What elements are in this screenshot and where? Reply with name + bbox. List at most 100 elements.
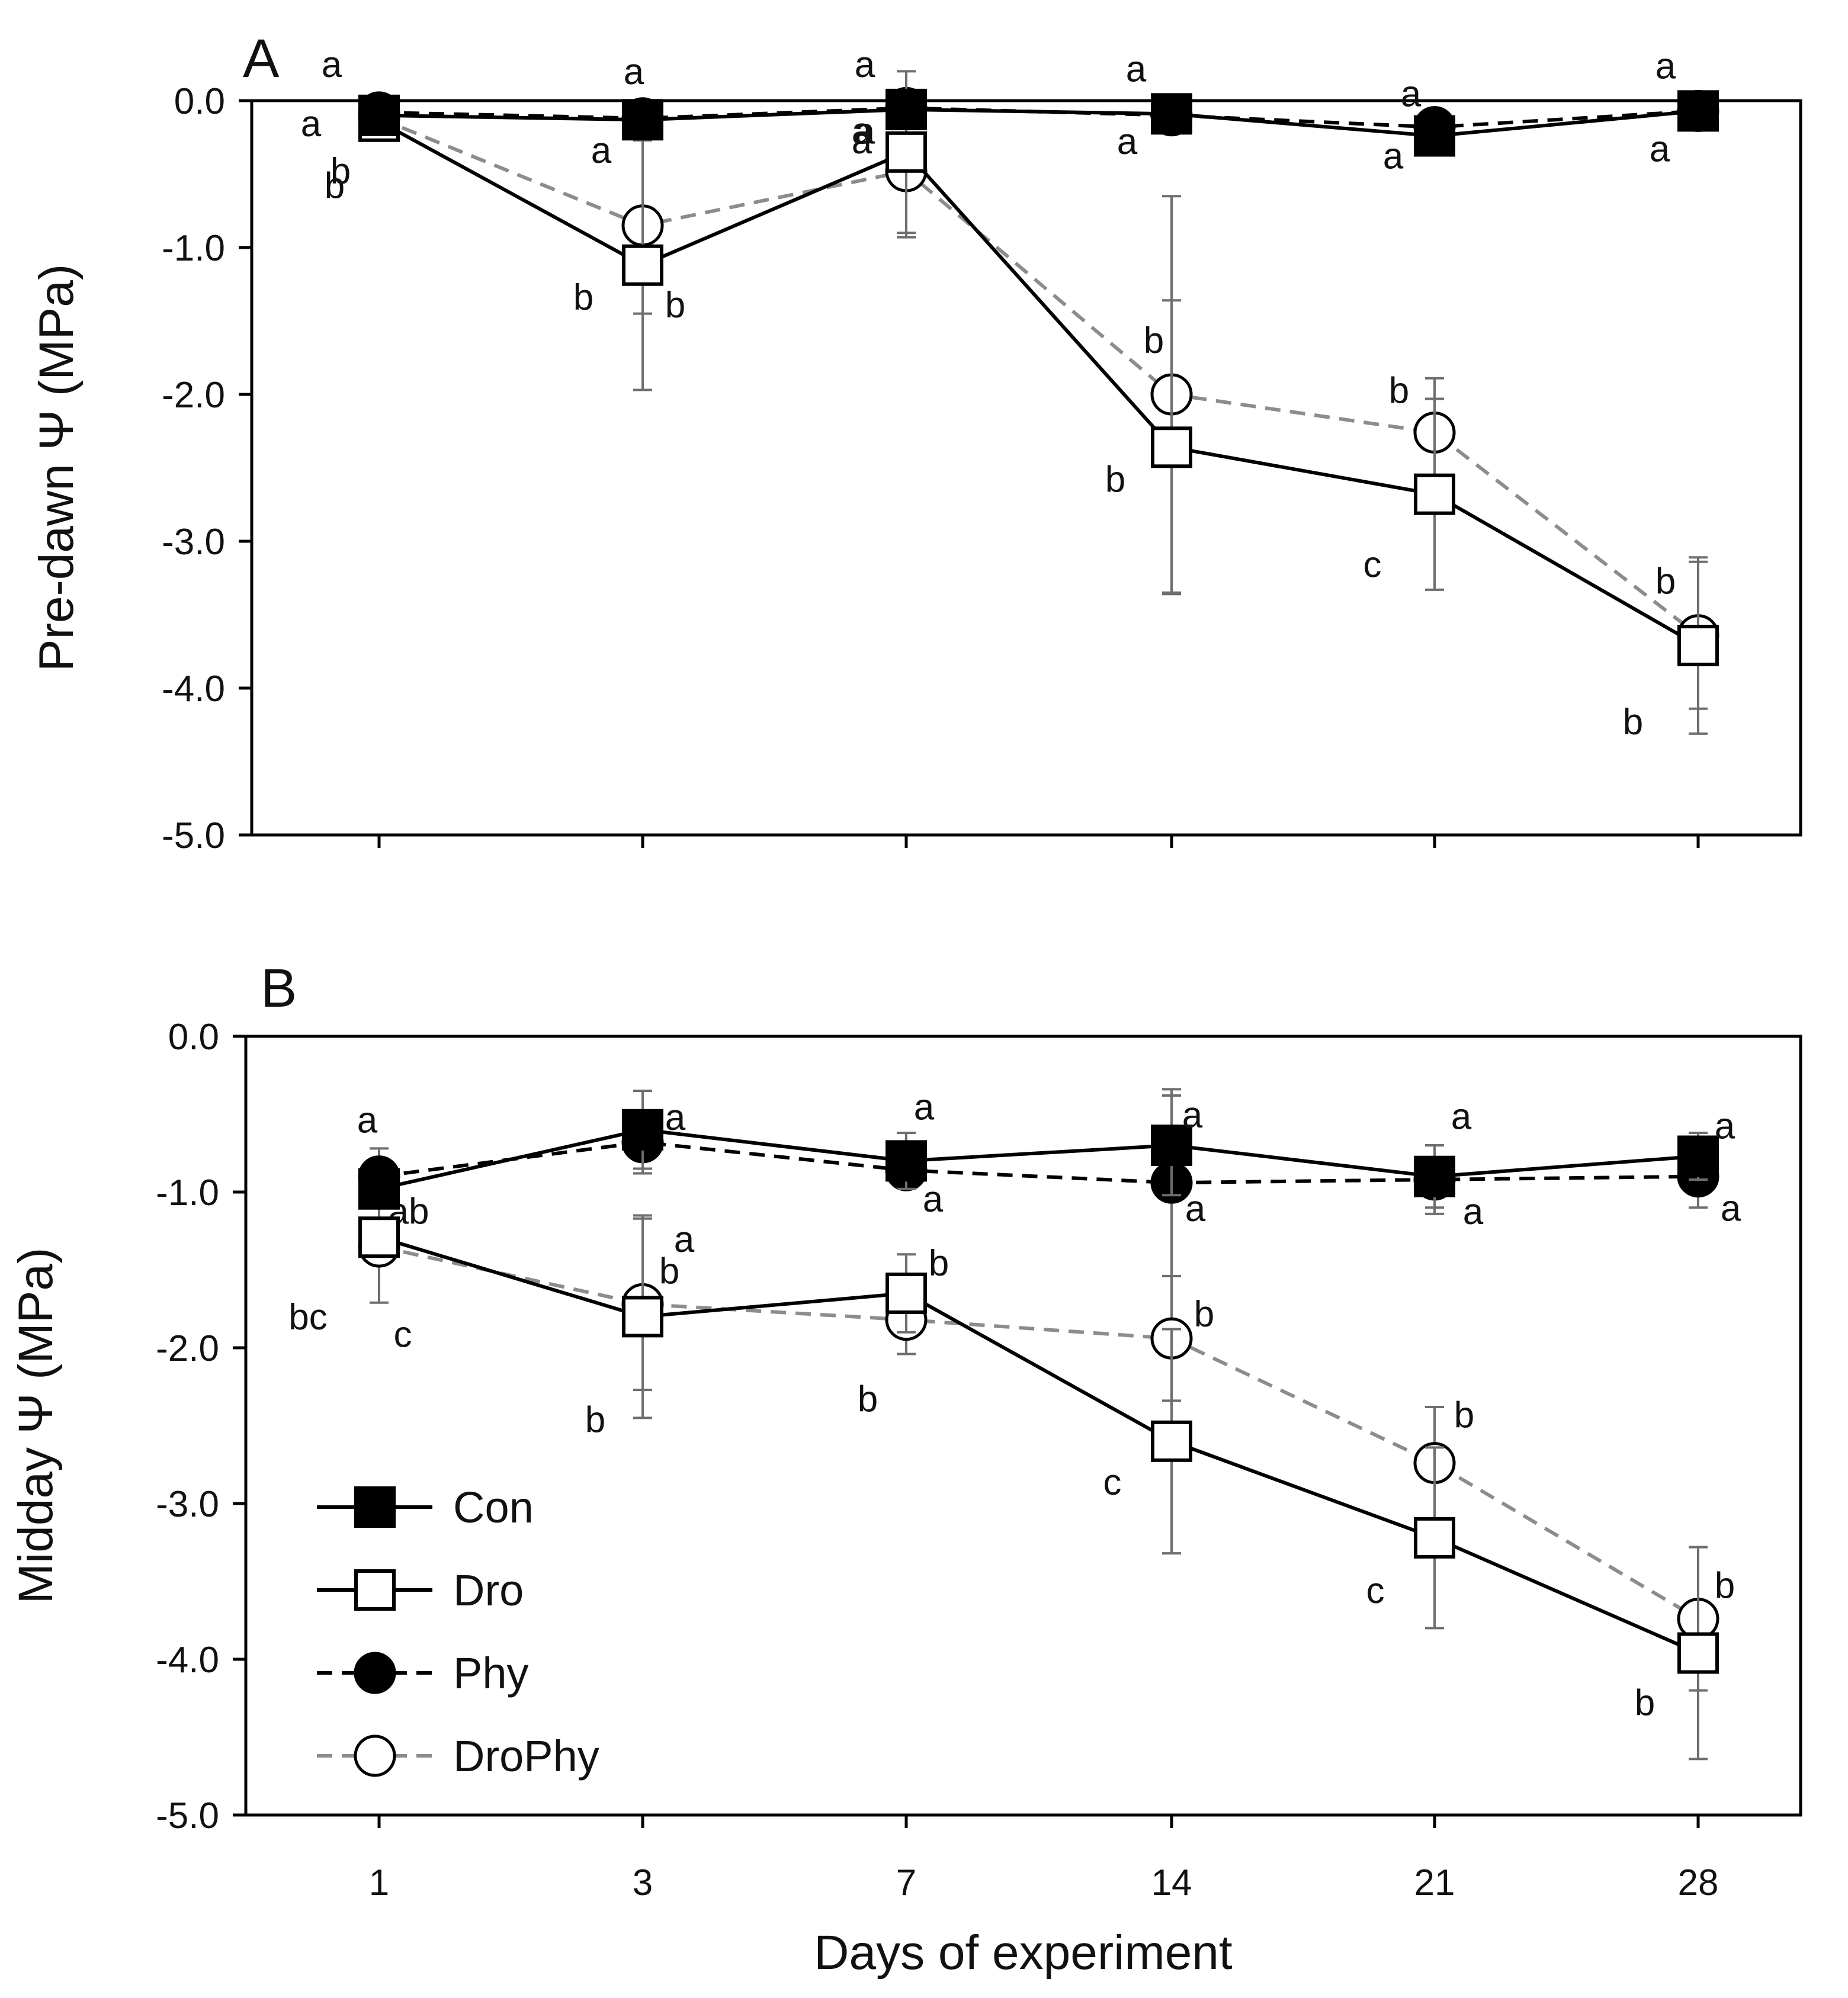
data-point — [1677, 1632, 1719, 1674]
y-tick-label: 0.0 — [168, 1017, 219, 1058]
significance-letter: b — [659, 1251, 679, 1292]
data-point — [886, 131, 927, 173]
x-tick-label: 1 — [369, 1862, 389, 1903]
plot-frame — [244, 1035, 1802, 1817]
data-point — [358, 1168, 400, 1210]
legend-item-con: Con — [317, 1483, 534, 1532]
significance-letter: a — [1383, 136, 1404, 177]
y-tick-label: 0.0 — [174, 81, 225, 122]
data-point — [358, 1216, 400, 1258]
significance-letter: b — [1389, 370, 1409, 411]
significance-letter: b — [665, 285, 685, 326]
significance-letter: a — [1401, 74, 1422, 115]
x-axis-title: Days of experiment — [814, 1926, 1233, 1980]
data-point — [886, 1272, 927, 1314]
significance-letter: a — [591, 130, 612, 171]
series-line — [378, 1235, 1699, 1655]
y-tick-label: -2.0 — [156, 1328, 219, 1369]
significance-letter: c — [1103, 1462, 1122, 1503]
x-tick-label: 3 — [633, 1862, 653, 1903]
significance-letter: a — [1463, 1191, 1484, 1232]
data-point — [358, 94, 400, 136]
significance-letter: a — [855, 111, 875, 152]
significance-letter: a — [855, 44, 875, 85]
y-axis-title: Pre-dawn Ψ (MPa) — [30, 264, 84, 672]
significance-letter: b — [1194, 1294, 1214, 1335]
series-line — [378, 120, 1699, 647]
significance-letter: b — [1454, 1395, 1474, 1436]
y-tick-label: -3.0 — [162, 522, 225, 563]
significance-letter: b — [325, 166, 345, 207]
significance-letter: c — [1366, 1570, 1385, 1611]
significance-letter: a — [1451, 1097, 1472, 1138]
plot-frame — [250, 99, 1802, 837]
significance-letter: b — [1623, 702, 1643, 743]
x-tick-label: 7 — [896, 1862, 916, 1903]
significance-letter: bc — [288, 1297, 327, 1338]
legend-label: Phy — [453, 1649, 529, 1698]
data-point — [622, 99, 663, 141]
data-point — [1151, 1420, 1192, 1462]
significance-letter: b — [929, 1243, 949, 1284]
data-point — [622, 1109, 663, 1151]
significance-letter: b — [331, 151, 351, 192]
panel-letter: B — [261, 958, 297, 1019]
y-tick-label: -1.0 — [156, 1173, 219, 1213]
legend-label: DroPhy — [453, 1732, 599, 1781]
y-axis-title: Midday Ψ (MPa) — [9, 1248, 63, 1604]
y-tick-label: -4.0 — [162, 669, 225, 709]
panel-a: 0.0 -1.0 -2.0 -3.0 -4.0 -5.0 A Pre-dawn Ψ (MPa)… — [30, 28, 1802, 856]
significance-letter: a — [624, 52, 644, 92]
significance-letter: a — [301, 104, 322, 144]
data-point — [1414, 1517, 1455, 1559]
significance-letter: a — [1715, 1106, 1735, 1147]
significance-letter: a — [1721, 1188, 1741, 1229]
significance-letter: a — [322, 44, 342, 85]
series-line — [378, 1140, 1699, 1185]
legend-marker — [354, 1652, 396, 1694]
y-tick-label: -5.0 — [156, 1795, 219, 1836]
significance-letter: a — [1185, 1188, 1206, 1229]
significance-letter: b — [1144, 320, 1164, 361]
legend-label: Dro — [453, 1566, 524, 1615]
significance-letter: a — [665, 1097, 686, 1138]
y-tick-label: -3.0 — [156, 1484, 219, 1525]
significance-letter: a — [1182, 1095, 1203, 1136]
significance-letter: a — [852, 111, 872, 152]
significance-letter: b — [1656, 561, 1676, 602]
data-point — [622, 244, 663, 286]
series-line — [378, 1128, 1699, 1191]
x-tick-label: 21 — [1414, 1862, 1455, 1903]
legend-item-dro: Dro — [317, 1566, 524, 1615]
legend-marker — [354, 1569, 396, 1611]
data-point — [1677, 625, 1719, 667]
significance-letter: a — [357, 1100, 378, 1141]
series-line — [378, 107, 1699, 138]
panel-letter: A — [243, 28, 280, 89]
data-point — [1414, 115, 1455, 157]
y-tick-label: -1.0 — [162, 228, 225, 269]
data-point — [1677, 90, 1719, 132]
significance-letter: a — [674, 1219, 695, 1260]
legend-label: Con — [453, 1483, 534, 1532]
series-line — [378, 1245, 1699, 1621]
legend-item-drophy: DroPhy — [317, 1732, 599, 1781]
series-dro: c b b c c b — [358, 1214, 1719, 1761]
data-point — [1151, 426, 1192, 468]
significance-letter: b — [858, 1379, 878, 1420]
panel-b: 0.0 -1.0 -2.0 -3.0 -4.0 -5.0 1 3 7 14 21 28 B Midday … — [9, 958, 1802, 1980]
data-point — [1151, 1125, 1192, 1167]
data-point — [622, 1296, 663, 1338]
data-point — [1677, 1135, 1719, 1177]
series-line — [378, 116, 1699, 637]
legend-item-phy: Phy — [317, 1649, 529, 1698]
significance-letter: b — [585, 1399, 605, 1440]
series-drophy: b b a b b b — [331, 97, 1719, 710]
significance-letter: a — [852, 121, 872, 162]
y-tick-label: -5.0 — [162, 815, 225, 856]
